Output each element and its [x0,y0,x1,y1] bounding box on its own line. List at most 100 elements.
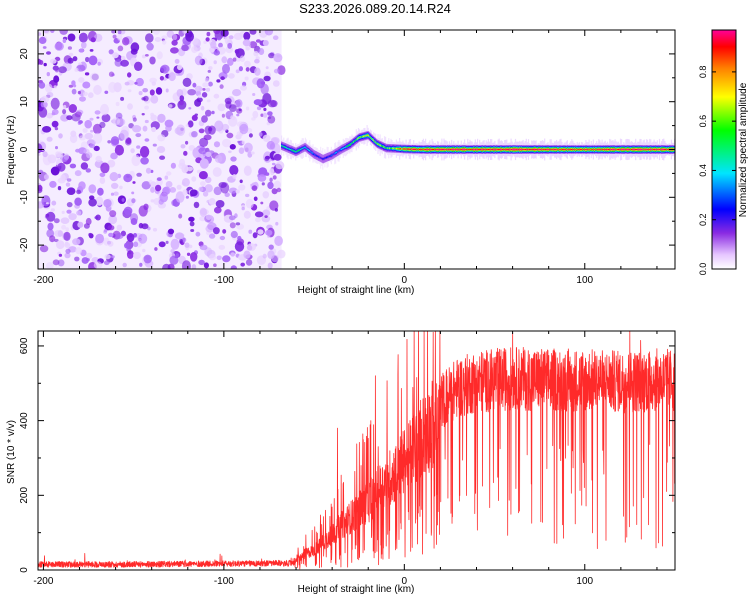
noise-blob [219,235,226,241]
noise-blob [251,185,258,192]
noise-blob [252,232,258,239]
noise-blob [253,196,258,202]
noise-region [38,30,286,269]
noise-blob [152,143,157,147]
noise-blob [191,176,197,182]
noise-blob [123,173,133,183]
noise-blob [235,99,243,108]
noise-blob [252,93,256,96]
noise-blob [262,191,270,199]
noise-blob [138,91,143,96]
noise-blob [121,198,125,202]
x-tick-label: -100 [214,275,234,286]
noise-blob [216,79,221,83]
noise-blob [199,244,208,251]
noise-blob [103,260,110,266]
noise-blob [38,107,48,118]
noise-blob [95,155,102,163]
noise-blob [228,215,236,221]
noise-blob [68,104,78,113]
noise-blob [228,35,234,40]
noise-blob [208,253,217,261]
noise-blob [181,164,189,174]
noise-blob [112,34,117,39]
noise-blob [243,250,251,259]
noise-blob [108,71,115,77]
noise-blob [191,131,198,138]
noise-blob [62,104,67,110]
noise-blob [69,134,78,144]
noise-blob [230,230,238,239]
noise-blob [181,44,189,52]
colorbar-tick-label: 0.6 [698,115,708,128]
noise-blob [77,221,84,228]
noise-blob [94,110,101,115]
noise-blob [78,48,85,53]
noise-blob [50,208,55,212]
noise-blob [175,253,179,258]
noise-blob [142,88,149,93]
noise-blob [155,87,163,95]
noise-blob [88,232,93,237]
noise-blob [58,133,63,139]
noise-blob [148,179,153,185]
noise-blob [62,38,67,43]
noise-blob [72,238,81,246]
noise-blob [198,186,204,192]
noise-blob [213,50,220,56]
noise-blob [82,91,88,96]
noise-blob [95,196,104,206]
noise-blob [179,100,184,106]
noise-blob [119,185,123,190]
noise-blob [75,247,82,255]
noise-blob [187,166,193,172]
noise-blob [108,49,114,55]
noise-blob [149,89,155,96]
noise-blob [190,229,195,232]
noise-blob [273,180,281,190]
noise-blob [178,213,183,219]
noise-blob [232,57,237,62]
noise-blob [182,77,192,87]
noise-blob [93,33,103,42]
noise-blob [245,198,254,209]
noise-blob [91,257,100,263]
noise-blob [277,65,286,75]
noise-blob [261,182,265,186]
noise-blob [66,202,73,208]
noise-blob [67,33,76,42]
noise-blob [167,228,175,235]
noise-blob [146,42,154,51]
noise-blob [49,180,57,188]
noise-blob [193,201,200,209]
noise-blob [74,67,79,72]
noise-blob [159,155,166,160]
noise-blob [158,241,166,248]
noise-blob [206,31,211,37]
noise-blob [104,90,109,95]
noise-blob [84,132,94,140]
noise-blob [60,217,70,224]
spectrogram-x-axis-label: Height of straight line (km) [298,285,415,296]
noise-blob [90,129,94,133]
noise-blob [194,55,203,66]
noise-blob [42,126,52,133]
noise-blob [229,144,236,150]
noise-blob [185,124,189,127]
noise-blob [260,83,269,95]
noise-blob [110,136,120,146]
noise-blob [58,253,63,257]
noise-blob [267,115,276,124]
noise-blob [171,199,177,206]
noise-blob [267,111,273,116]
noise-blob [188,107,192,110]
noise-blob [157,134,166,142]
noise-blob [199,158,209,169]
noise-blob [230,252,236,257]
noise-blob [222,229,227,234]
noise-blob [201,115,208,123]
noise-blob [154,247,158,251]
noise-blob [213,30,221,35]
noise-blob [205,37,210,42]
